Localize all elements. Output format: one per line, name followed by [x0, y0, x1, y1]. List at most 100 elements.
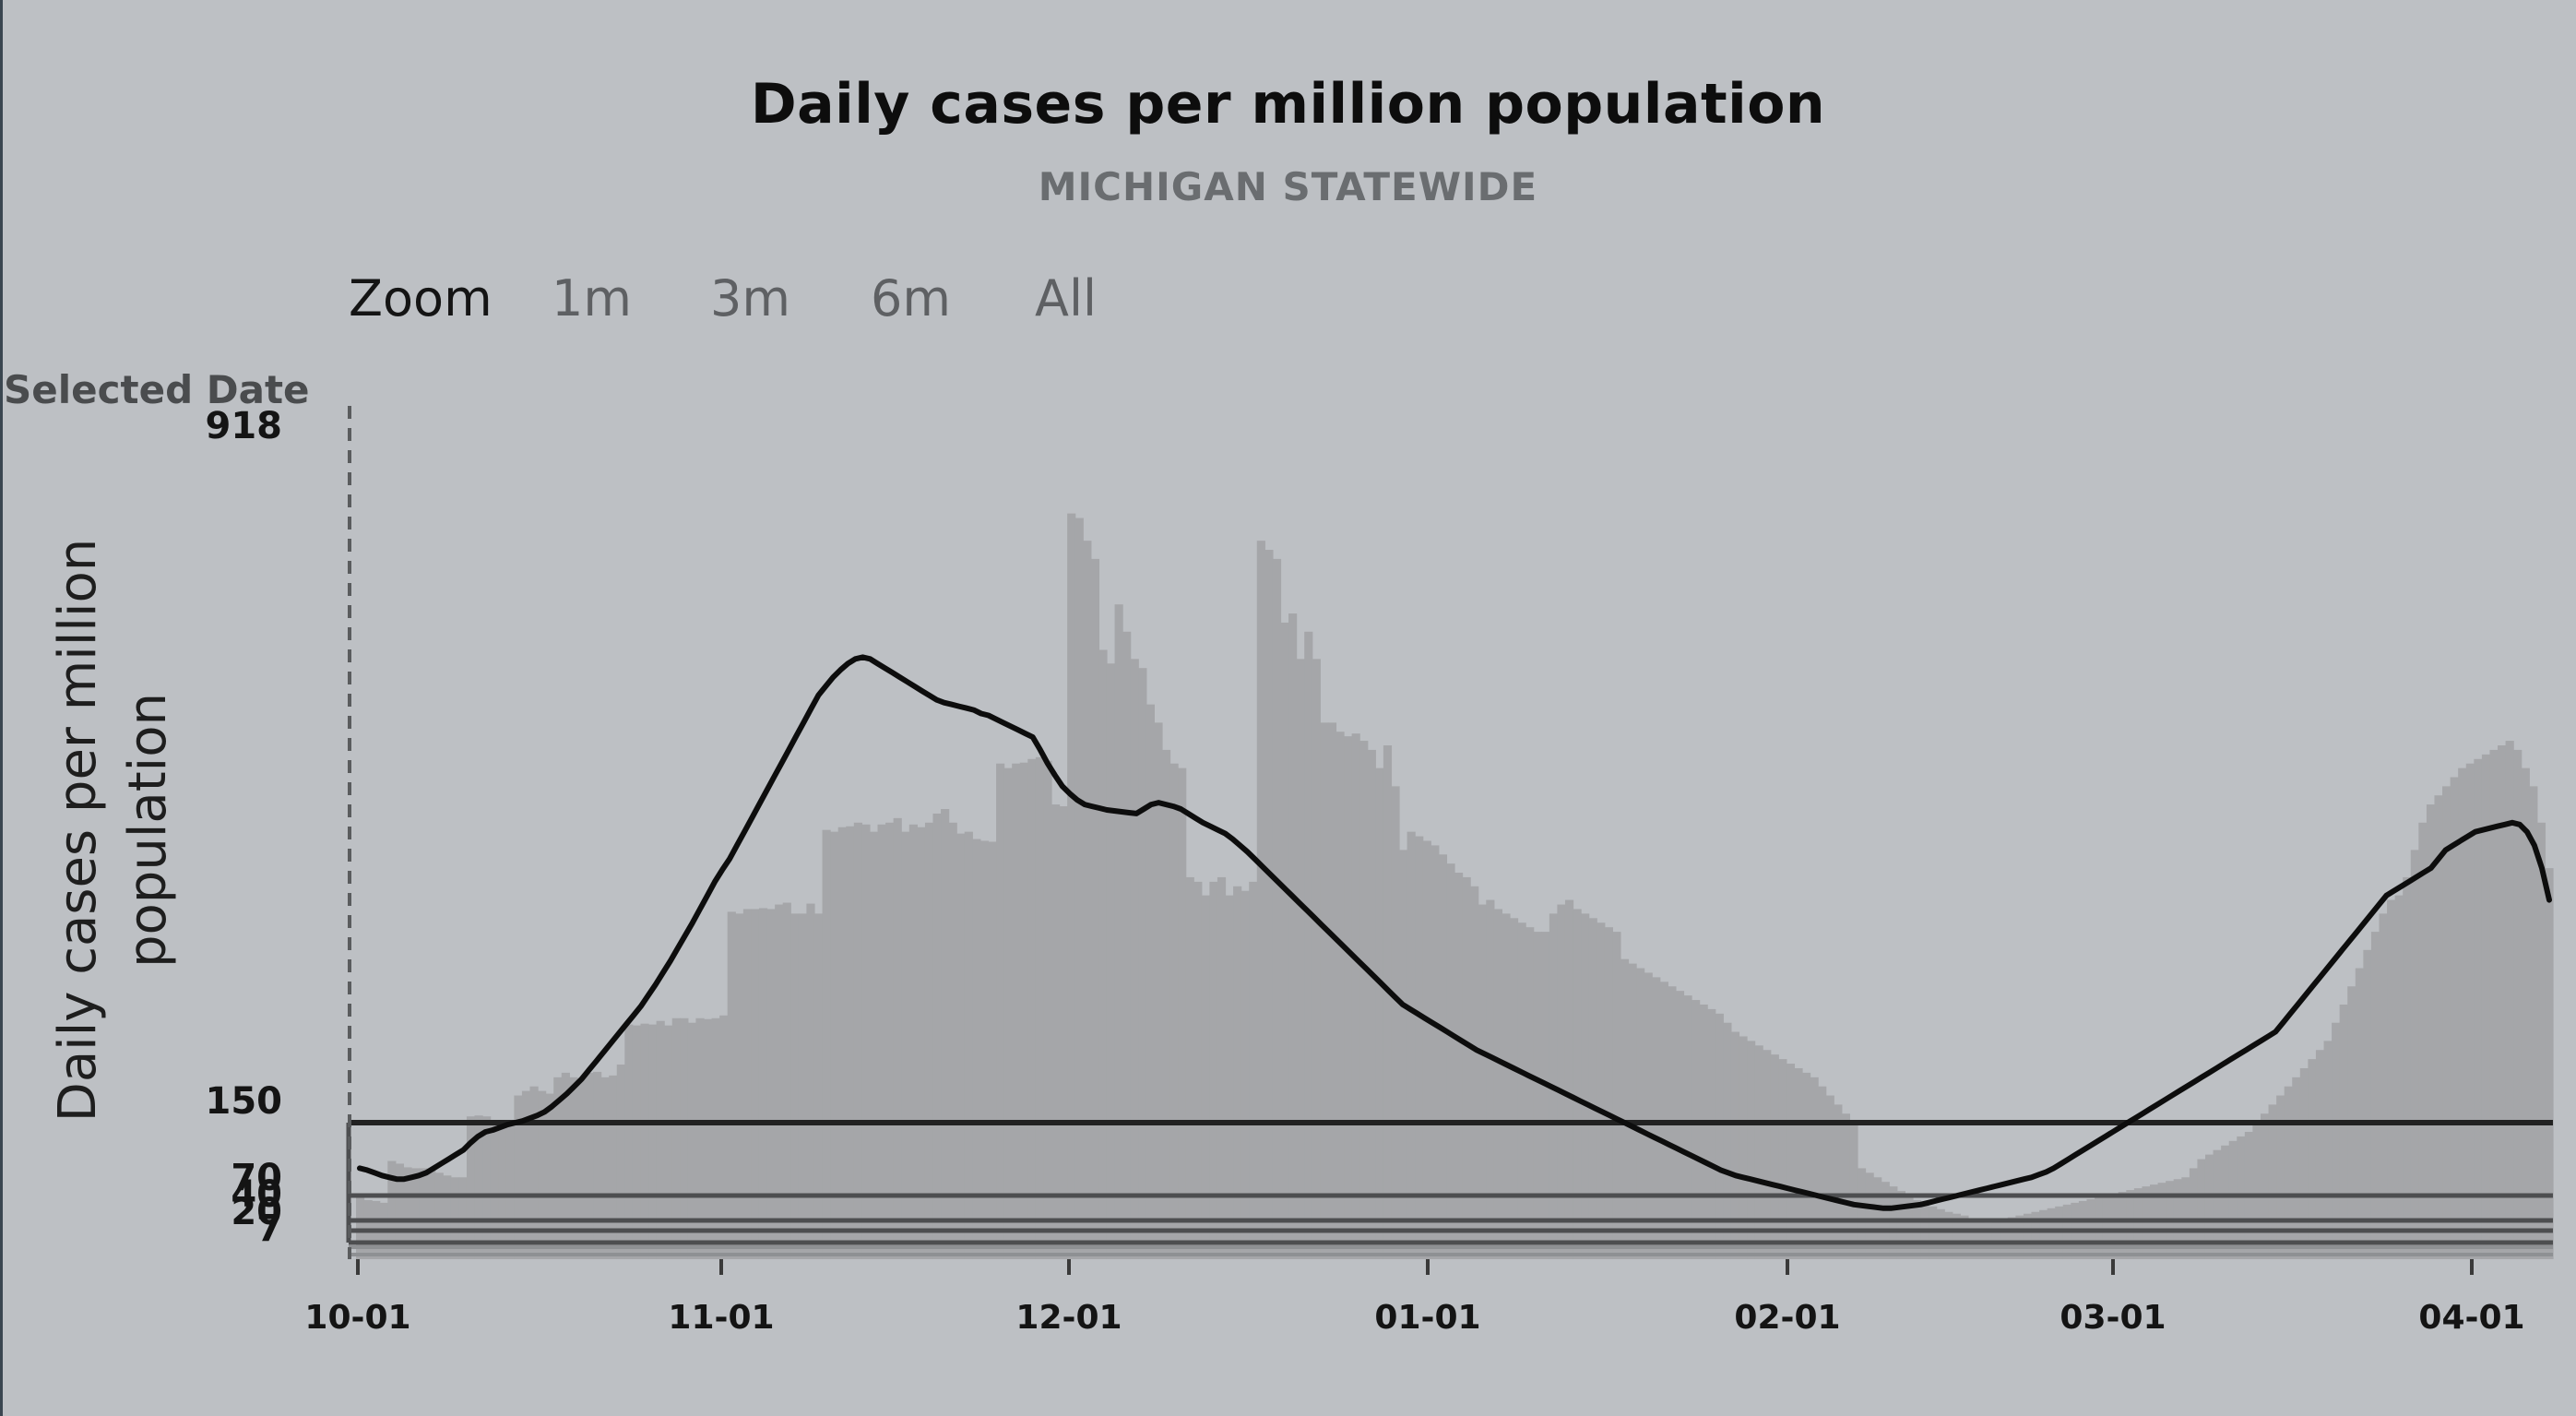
bar[interactable]	[1944, 1211, 1953, 1259]
bar[interactable]	[964, 831, 973, 1259]
bar[interactable]	[2000, 1219, 2009, 1259]
bar[interactable]	[932, 813, 942, 1259]
bar[interactable]	[853, 822, 862, 1259]
bar[interactable]	[2118, 1192, 2127, 1259]
bar[interactable]	[2308, 1059, 2317, 1259]
bar[interactable]	[2047, 1208, 2056, 1259]
bar[interactable]	[395, 1163, 405, 1259]
bar[interactable]	[1185, 876, 1194, 1259]
bar[interactable]	[1351, 733, 1360, 1259]
bar[interactable]	[2284, 1086, 2293, 1259]
bar[interactable]	[1027, 758, 1037, 1259]
bar[interactable]	[2474, 758, 2483, 1259]
bar[interactable]	[419, 1168, 428, 1259]
bar[interactable]	[2363, 949, 2372, 1259]
bar[interactable]	[735, 913, 744, 1259]
bar[interactable]	[2252, 1123, 2261, 1259]
bar[interactable]	[2498, 745, 2507, 1259]
bar[interactable]	[1778, 1059, 1787, 1259]
bar[interactable]	[1327, 722, 1337, 1259]
bar[interactable]	[893, 817, 902, 1259]
bar[interactable]	[1446, 863, 1455, 1259]
bar[interactable]	[1462, 876, 1471, 1259]
bar[interactable]	[751, 909, 760, 1259]
bar[interactable]	[719, 1015, 729, 1259]
bar[interactable]	[988, 841, 997, 1260]
bar[interactable]	[2505, 741, 2514, 1259]
bar[interactable]	[2434, 795, 2443, 1259]
bar[interactable]	[1122, 631, 1132, 1259]
bar[interactable]	[1960, 1215, 1969, 1259]
bar[interactable]	[2142, 1186, 2151, 1259]
bar[interactable]	[830, 831, 839, 1259]
bar[interactable]	[466, 1116, 476, 1259]
bar[interactable]	[2197, 1159, 2206, 1259]
bar[interactable]	[482, 1116, 492, 1259]
bar[interactable]	[1896, 1191, 1905, 1259]
bar[interactable]	[1225, 895, 1234, 1259]
bar[interactable]	[1074, 518, 1084, 1259]
bar[interactable]	[2126, 1190, 2135, 1259]
bar[interactable]	[956, 833, 966, 1259]
bar[interactable]	[1794, 1067, 1803, 1259]
bar[interactable]	[996, 763, 1005, 1259]
bar[interactable]	[1059, 806, 1068, 1259]
bar[interactable]	[1834, 1104, 1843, 1259]
bar[interactable]	[1564, 899, 1574, 1259]
bar[interactable]	[1415, 836, 1424, 1259]
bar[interactable]	[2442, 786, 2451, 1259]
bar[interactable]	[2260, 1113, 2270, 1259]
bar[interactable]	[2102, 1195, 2111, 1259]
bar[interactable]	[1249, 881, 1258, 1259]
bar[interactable]	[410, 1168, 421, 1259]
bar[interactable]	[979, 840, 990, 1259]
bar[interactable]	[1083, 541, 1092, 1259]
bar[interactable]	[1810, 1077, 1819, 1259]
bar[interactable]	[1359, 741, 1369, 1259]
bar[interactable]	[1320, 722, 1329, 1259]
bar[interactable]	[2410, 850, 2419, 1259]
bar[interactable]	[1067, 513, 1076, 1259]
bar[interactable]	[600, 1077, 610, 1259]
bar[interactable]	[917, 827, 926, 1259]
bar[interactable]	[648, 1024, 658, 1259]
bar[interactable]	[2095, 1196, 2104, 1259]
bar[interactable]	[1391, 786, 1400, 1259]
bar[interactable]	[521, 1090, 531, 1259]
bar[interactable]	[632, 1025, 642, 1259]
bar[interactable]	[1154, 722, 1163, 1259]
bar[interactable]	[1003, 767, 1013, 1259]
bar[interactable]	[766, 909, 776, 1259]
bar[interactable]	[846, 826, 855, 1259]
bar[interactable]	[1707, 1008, 1716, 1259]
bar[interactable]	[2315, 1050, 2325, 1259]
bar[interactable]	[1296, 659, 1305, 1259]
bar[interactable]	[671, 1017, 681, 1259]
bar[interactable]	[2221, 1145, 2230, 1259]
bar[interactable]	[2276, 1095, 2285, 1259]
bar[interactable]	[2545, 868, 2554, 1259]
zoom-1m-button[interactable]: 1m	[552, 269, 632, 327]
bar[interactable]	[1723, 1022, 1732, 1259]
bar[interactable]	[1604, 927, 1613, 1259]
bar[interactable]	[1430, 845, 1440, 1259]
bar[interactable]	[1786, 1064, 1796, 1259]
bar[interactable]	[775, 904, 784, 1259]
bar[interactable]	[1304, 631, 1313, 1259]
bar[interactable]	[758, 908, 768, 1259]
bar[interactable]	[529, 1086, 539, 1259]
bar[interactable]	[1936, 1208, 1945, 1259]
bar[interactable]	[561, 1072, 570, 1259]
bar[interactable]	[1612, 932, 1621, 1259]
bar[interactable]	[1043, 760, 1052, 1259]
bar[interactable]	[1201, 895, 1210, 1259]
bar[interactable]	[1209, 881, 1218, 1259]
bar[interactable]	[1478, 904, 1487, 1259]
bar[interactable]	[1763, 1050, 1772, 1259]
bar[interactable]	[1438, 854, 1448, 1259]
bar[interactable]	[1517, 922, 1526, 1259]
bar[interactable]	[1588, 918, 1597, 1259]
bar[interactable]	[1991, 1220, 2000, 1259]
bar[interactable]	[1019, 762, 1028, 1259]
